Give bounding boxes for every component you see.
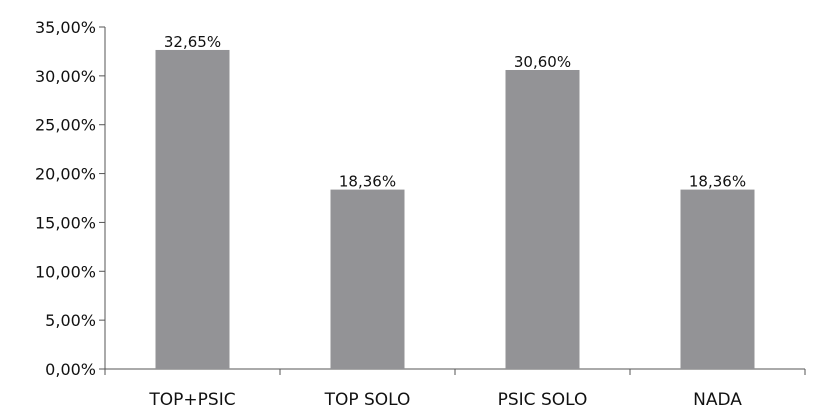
bar: [330, 189, 405, 369]
bars: [155, 49, 755, 369]
bar: [155, 49, 230, 369]
x-category-label: NADA: [693, 390, 742, 410]
bar: [505, 69, 580, 369]
data-label: 30,60%: [514, 53, 571, 71]
data-label: 32,65%: [164, 33, 221, 51]
y-tick-label: 10,00%: [35, 262, 96, 281]
x-category-label: PSIC SOLO: [498, 390, 588, 410]
y-tick-label: 0,00%: [45, 360, 96, 379]
data-label: 18,36%: [689, 173, 746, 191]
y-tick-label: 30,00%: [35, 67, 96, 86]
x-axis: TOP+PSIC TOP SOLO PSIC SOLO NADA: [104, 368, 806, 410]
y-tick-label: 20,00%: [35, 165, 96, 184]
bar: [680, 189, 755, 369]
y-tick-label: 5,00%: [45, 311, 96, 330]
y-tick-label: 15,00%: [35, 213, 96, 232]
data-label: 18,36%: [339, 173, 396, 191]
y-tick-label: 35,00%: [35, 18, 96, 37]
x-category-label: TOP+PSIC: [148, 390, 235, 410]
y-axis: 0,00% 5,00% 10,00% 15,00% 20,00% 25,00% 30,00%…: [35, 18, 106, 379]
x-category-label: TOP SOLO: [324, 390, 411, 410]
y-tick-label: 25,00%: [35, 116, 96, 135]
data-labels: 32,65% 18,36% 30,60% 18,36%: [164, 33, 746, 191]
